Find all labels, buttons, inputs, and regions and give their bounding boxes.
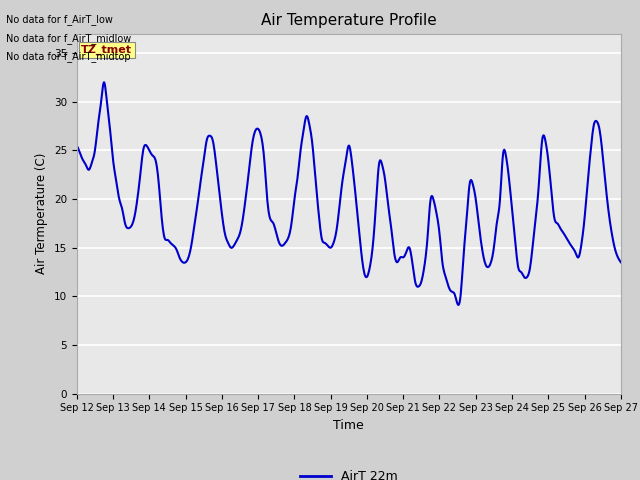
Legend: AirT 22m: AirT 22m	[295, 465, 403, 480]
Text: No data for f_AirT_low: No data for f_AirT_low	[6, 14, 113, 25]
Text: TZ_tmet: TZ_tmet	[81, 45, 132, 55]
Title: Air Temperature Profile: Air Temperature Profile	[261, 13, 436, 28]
Y-axis label: Air Termperature (C): Air Termperature (C)	[35, 153, 48, 274]
X-axis label: Time: Time	[333, 419, 364, 432]
Text: No data for f_AirT_midlow: No data for f_AirT_midlow	[6, 33, 132, 44]
Text: No data for f_AirT_midtop: No data for f_AirT_midtop	[6, 51, 131, 62]
